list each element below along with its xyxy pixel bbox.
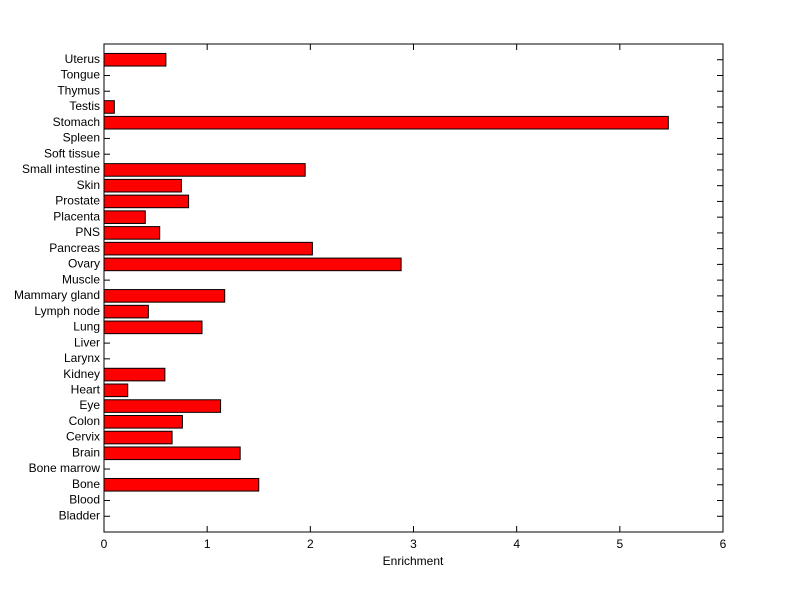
bar <box>103 367 166 382</box>
bar <box>103 194 190 209</box>
y-tick-label: Muscle <box>62 272 100 286</box>
y-tick-label: Placenta <box>53 209 100 223</box>
y-tick-label: Brain <box>72 445 100 459</box>
y-tick-label: Tongue <box>61 68 101 82</box>
bar <box>103 52 167 67</box>
bar <box>103 115 669 130</box>
y-tick-label: Colon <box>69 414 100 428</box>
y-tick-label: PNS <box>75 225 100 239</box>
y-tick-label: Cervix <box>66 430 100 444</box>
y-tick-label: Testis <box>69 99 100 113</box>
x-tick-label: 3 <box>410 537 417 551</box>
x-tick-label: 4 <box>513 537 520 551</box>
bar <box>103 383 129 398</box>
y-tick-label: Bone <box>72 477 100 491</box>
y-tick-label: Ovary <box>68 257 100 271</box>
y-tick-label: Skin <box>77 178 100 192</box>
y-tick-label: Heart <box>71 382 101 396</box>
x-tick-label: 6 <box>720 537 727 551</box>
bar <box>103 446 241 461</box>
x-tick-label: 5 <box>616 537 623 551</box>
bar <box>103 320 203 335</box>
bar <box>103 100 115 114</box>
bar <box>103 257 402 272</box>
bar <box>103 289 226 303</box>
y-tick-label: Bone marrow <box>29 461 101 475</box>
y-tick-label: Stomach <box>53 115 100 129</box>
y-tick-label: Larynx <box>64 351 100 365</box>
x-tick-label: 1 <box>204 537 211 551</box>
bar <box>103 178 182 193</box>
y-tick-label: Bladder <box>59 508 100 522</box>
y-tick-label: Spleen <box>63 131 100 145</box>
bar <box>103 304 149 319</box>
x-tick-label: 2 <box>307 537 314 551</box>
bar <box>103 399 222 413</box>
bar <box>103 163 306 177</box>
y-tick-label: Kidney <box>63 367 100 381</box>
y-tick-label: Uterus <box>65 52 100 66</box>
y-tick-label: Pancreas <box>49 241 100 255</box>
y-tick-label: Mammary gland <box>14 288 100 302</box>
y-tick-label: Liver <box>74 335 100 349</box>
y-tick-label: Lung <box>73 320 100 334</box>
y-tick-label: Small intestine <box>22 162 100 176</box>
x-axis-label: Enrichment <box>383 554 444 568</box>
bar <box>103 210 146 224</box>
y-tick-label: Thymus <box>57 83 100 97</box>
bar <box>103 241 313 256</box>
y-tick-label: Blood <box>69 493 100 507</box>
y-tick-label: Eye <box>79 398 100 412</box>
x-tick-label: 0 <box>101 537 108 551</box>
y-tick-label: Prostate <box>55 194 100 208</box>
bar <box>103 415 183 429</box>
y-tick-label: Soft tissue <box>44 146 100 160</box>
bar <box>103 477 260 492</box>
y-tick-label: Lymph node <box>34 304 100 318</box>
bar <box>103 226 161 240</box>
bar <box>103 430 173 445</box>
